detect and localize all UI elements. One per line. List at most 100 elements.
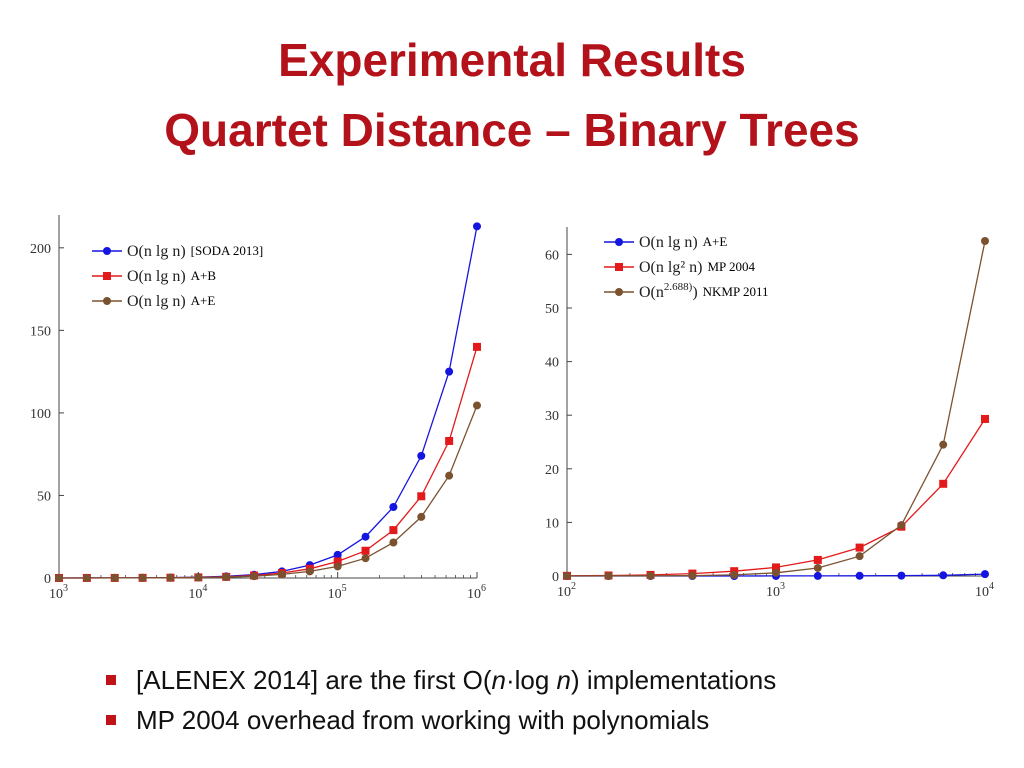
data-point bbox=[222, 573, 231, 582]
data-point bbox=[939, 440, 948, 449]
x-tick-label: 103 bbox=[766, 581, 785, 600]
legend-note: [SODA 2013] bbox=[191, 243, 264, 258]
legend: O(n lg n) A+EO(n lg² n) MP 2004 O(n2.688)) N… bbox=[604, 234, 769, 301]
data-point bbox=[939, 479, 948, 488]
data-point bbox=[604, 571, 613, 580]
data-point bbox=[855, 543, 864, 552]
legend-note: A+E bbox=[703, 234, 728, 249]
data-point bbox=[981, 570, 989, 579]
bullet-square-icon bbox=[106, 715, 116, 725]
data-point bbox=[389, 526, 398, 535]
bullet-text-prefix: [ALENEX 2014] are the first O( bbox=[136, 665, 492, 695]
data-point bbox=[305, 567, 314, 576]
legend-label: O(n lg n) bbox=[127, 243, 186, 260]
legend-label: O(n lg n) bbox=[127, 268, 186, 285]
data-point bbox=[688, 571, 697, 580]
data-point bbox=[389, 503, 398, 512]
data-point bbox=[194, 573, 203, 582]
y-tick-label: 60 bbox=[545, 248, 559, 263]
legend-marker bbox=[615, 263, 623, 271]
bullet-list: [ALENEX 2014] are the first O(n·log n) i… bbox=[100, 660, 776, 740]
data-point bbox=[445, 367, 454, 376]
data-point bbox=[361, 532, 370, 541]
data-point bbox=[445, 471, 454, 480]
data-point bbox=[417, 492, 426, 501]
series-3 bbox=[55, 401, 481, 582]
data-point bbox=[250, 572, 259, 581]
data-point bbox=[813, 563, 822, 572]
legend-label: O(n2.688)) bbox=[639, 281, 698, 301]
data-point bbox=[939, 571, 948, 580]
x-tick-label: 102 bbox=[557, 581, 576, 600]
data-point bbox=[445, 436, 454, 445]
bullet-text-dot: ·log bbox=[505, 665, 557, 695]
bullet-square-icon bbox=[106, 675, 116, 685]
x-tick-label: 104 bbox=[188, 583, 207, 602]
y-tick-label: 50 bbox=[545, 302, 559, 317]
data-point bbox=[277, 570, 286, 579]
data-point bbox=[473, 342, 481, 351]
y-tick-label: 150 bbox=[30, 324, 51, 339]
legend-note: A+E bbox=[191, 293, 216, 308]
data-point bbox=[897, 571, 906, 580]
x-tick-label: 106 bbox=[467, 583, 486, 602]
data-point bbox=[730, 570, 739, 579]
data-point bbox=[166, 573, 175, 582]
data-point bbox=[855, 552, 864, 561]
legend-note: NKMP 2011 bbox=[703, 284, 769, 299]
x-tick-label: 105 bbox=[328, 583, 347, 602]
data-point bbox=[361, 546, 370, 555]
legend: O(n lg n) [SODA 2013] O(n lg n) A+B O(n lg n… bbox=[92, 243, 263, 310]
legend-label: O(n lg n) bbox=[127, 293, 186, 310]
data-point bbox=[473, 222, 481, 231]
data-point bbox=[772, 568, 780, 577]
bullet-item: MP 2004 overhead from working with polyn… bbox=[100, 700, 776, 740]
y-tick-label: 10 bbox=[545, 516, 559, 531]
legend-marker bbox=[103, 297, 111, 305]
legend-marker bbox=[615, 288, 623, 296]
data-point bbox=[333, 550, 342, 559]
data-point bbox=[361, 554, 370, 563]
data-point bbox=[473, 401, 481, 410]
data-point bbox=[813, 555, 822, 564]
bullet-item: [ALENEX 2014] are the first O(n·log n) i… bbox=[100, 660, 776, 700]
series-3 bbox=[563, 237, 989, 580]
chart-binary-trees-large: 103 104 105 106 0 50 100 150 200 O(n lg n) [SODA 2… bbox=[30, 215, 486, 602]
bullet-text-n: n bbox=[491, 665, 506, 695]
data-point bbox=[110, 573, 119, 582]
y-tick-label: 0 bbox=[552, 570, 559, 585]
slide-title-line1: Experimental Results bbox=[278, 34, 746, 86]
data-point bbox=[981, 414, 989, 423]
y-tick-label: 100 bbox=[30, 407, 51, 422]
data-point bbox=[855, 571, 864, 580]
series-2 bbox=[563, 414, 989, 580]
data-point bbox=[55, 573, 63, 582]
data-point bbox=[138, 573, 147, 582]
y-tick-label: 20 bbox=[545, 463, 559, 478]
legend-label: O(n lg n) bbox=[639, 234, 698, 251]
data-point bbox=[333, 557, 342, 566]
x-tick-label: 104 bbox=[975, 581, 994, 600]
series-line bbox=[58, 226, 478, 579]
y-tick-label: 0 bbox=[44, 572, 51, 587]
legend-note: MP 2004 bbox=[707, 259, 755, 274]
y-tick-label: 200 bbox=[30, 242, 51, 257]
legend-note: A+B bbox=[191, 268, 217, 283]
x-tick-label: 103 bbox=[49, 583, 68, 602]
data-point bbox=[897, 521, 906, 530]
data-point bbox=[813, 571, 822, 580]
slide-title-line2: Quartet Distance – Binary Trees bbox=[164, 104, 860, 156]
data-point bbox=[417, 451, 426, 460]
bullet-text-n: n bbox=[556, 665, 572, 695]
data-point bbox=[646, 571, 655, 580]
bullet-text: MP 2004 overhead from working with polyn… bbox=[136, 705, 710, 735]
data-point bbox=[772, 563, 780, 572]
y-tick-label: 30 bbox=[545, 409, 559, 424]
legend-label: O(n lg² n) bbox=[639, 259, 702, 276]
series-line bbox=[59, 405, 478, 579]
data-point bbox=[389, 538, 398, 547]
chart-binary-trees-small: 102 103 104 0 10 20 30 40 50 60 O(n lg n) A+EO(n lg… bbox=[545, 227, 994, 600]
data-point bbox=[417, 512, 426, 521]
legend-marker bbox=[615, 238, 623, 246]
legend-marker bbox=[103, 247, 111, 255]
